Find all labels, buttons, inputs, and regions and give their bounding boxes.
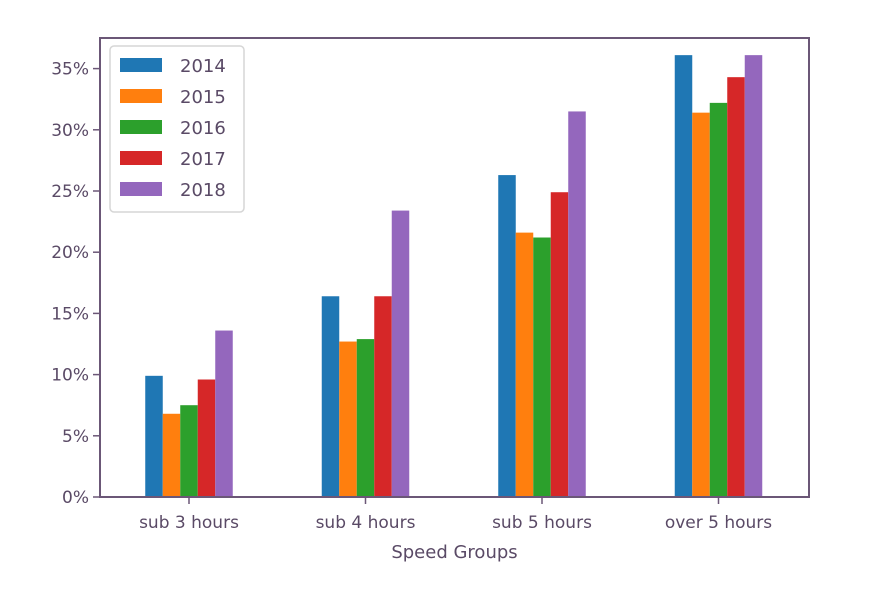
bar-2017-sub-3-hours	[197, 379, 216, 497]
y-tick-label: 15%	[51, 304, 89, 324]
bar-2018-sub-3-hours	[215, 330, 233, 497]
bar-2017-over-5-hours	[727, 77, 745, 498]
y-tick-label: 35%	[51, 60, 89, 80]
bar-2016-over-5-hours	[709, 102, 728, 498]
y-tick-label: 20%	[51, 243, 89, 263]
x-axis-title: Speed Groups	[391, 542, 517, 563]
bar-2018-over-5-hours	[744, 55, 763, 497]
bar-2017-sub-4-hours	[374, 296, 392, 497]
bar-2018-sub-4-hours	[391, 210, 410, 497]
x-axis: sub 3 hours sub 4 hours sub 5 hours over 5 …	[139, 497, 772, 533]
legend-label-2017: 2017	[180, 149, 226, 170]
legend-label-2018: 2018	[180, 180, 226, 201]
x-tick-label: sub 5 hours	[492, 513, 592, 533]
legend-swatch-2018	[120, 182, 162, 196]
bar-2016-sub-5-hours	[533, 237, 551, 497]
bar-2016-sub-3-hours	[180, 405, 198, 497]
y-axis: 0% 5% 10% 15% 20% 25% 30% 35%	[51, 60, 100, 508]
y-tick-label: 10%	[51, 366, 89, 386]
bar-2014-sub-5-hours	[498, 175, 516, 497]
bar-2014-over-5-hours	[674, 55, 693, 497]
bar-2015-over-5-hours	[692, 112, 710, 497]
y-tick-label: 30%	[51, 121, 89, 141]
legend-box	[109, 45, 245, 213]
legend-swatch-2016	[120, 120, 162, 134]
legend-label-2014: 2014	[180, 56, 226, 77]
bar-2015-sub-5-hours	[515, 232, 534, 497]
bar-2017-sub-5-hours	[550, 192, 569, 497]
bar-2015-sub-3-hours	[162, 413, 181, 497]
legend-swatch-2015	[120, 89, 162, 103]
bar-2015-sub-4-hours	[339, 341, 357, 497]
x-tick-label: sub 4 hours	[316, 513, 416, 533]
bar-2016-sub-4-hours	[356, 339, 375, 497]
bar-2018-sub-5-hours	[568, 111, 586, 497]
y-tick-label: 5%	[62, 427, 89, 447]
legend-swatch-2014	[120, 58, 162, 72]
x-tick-label: over 5 hours	[665, 513, 772, 533]
legend-label-2016: 2016	[180, 118, 226, 139]
legend: 2014 2015 2016 2017 2018	[109, 45, 245, 213]
y-tick-label: 25%	[51, 182, 89, 202]
legend-swatch-2017	[120, 151, 162, 165]
bar-2014-sub-4-hours	[321, 296, 340, 497]
legend-label-2015: 2015	[180, 87, 226, 108]
bar-2014-sub-3-hours	[145, 375, 163, 497]
x-tick-label: sub 3 hours	[139, 513, 239, 533]
bars-group	[145, 55, 763, 498]
y-tick-label: 0%	[62, 488, 89, 508]
plot-frame	[99, 37, 810, 498]
